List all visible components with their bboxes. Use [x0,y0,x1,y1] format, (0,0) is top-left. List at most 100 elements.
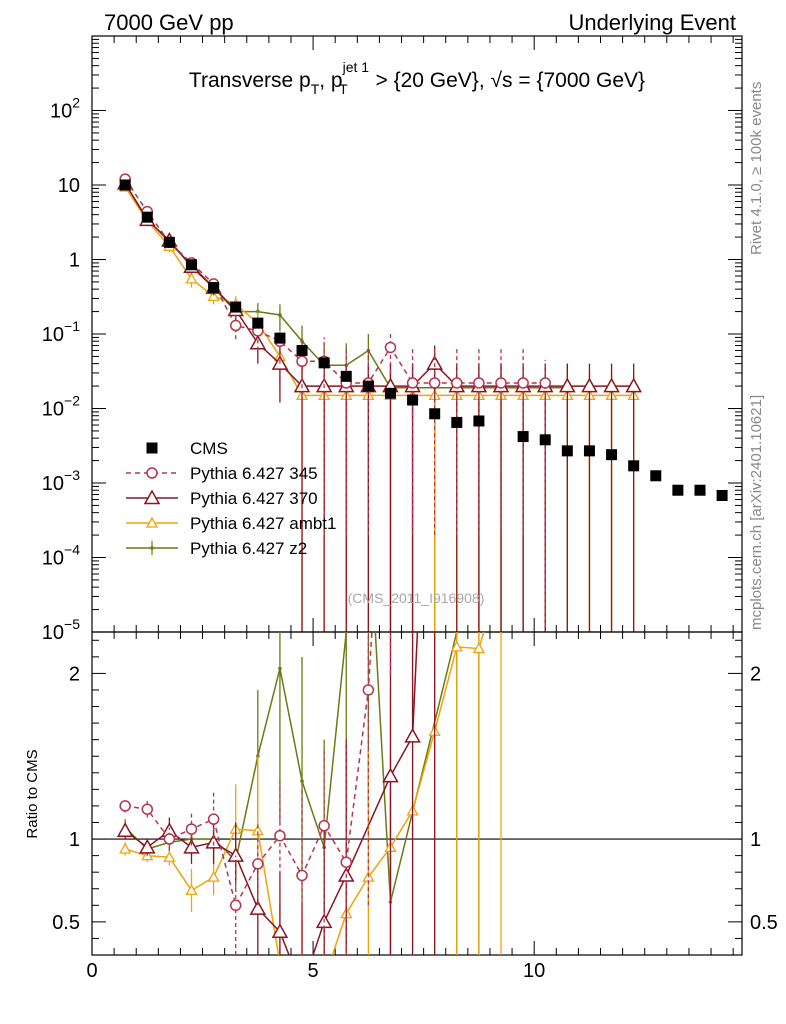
main-point-p345 [296,355,308,368]
x-tick-label: 5 [308,960,319,982]
main-point-p345 [539,377,551,389]
ratio-point-p370 [428,252,442,264]
y-tick-label: 10−1 [42,318,80,346]
main-point-cms [716,489,728,501]
main-point-cms [606,449,618,461]
legend-marker-z2 [150,546,154,550]
ratio-point-ambt1 [185,884,198,896]
main-line-ambt1 [124,186,634,397]
main-point-cms [141,211,153,223]
main-point-p345 [451,377,463,389]
main-point-cms [628,460,640,472]
y-tick-label: 10−4 [42,542,80,570]
main-point-p345 [384,341,397,354]
ratio-point-ambt1 [275,958,285,967]
legend-label-cms: CMS [190,439,228,458]
main-point-z2 [300,339,304,344]
main-point-cms [429,408,441,420]
main-point-z2 [278,313,282,317]
main-point-cms [230,301,242,313]
main-point-p345 [517,377,529,389]
ratio-point-p370 [404,727,421,743]
header-right: Underlying Event [568,10,736,35]
x-tick-label: 10 [523,960,545,982]
main-point-cms [318,357,330,369]
ratio-point-p370 [138,838,156,854]
y-tick-label: 10−2 [42,393,80,421]
ratio-point-p345 [362,684,375,696]
y-tick-label: 1 [69,250,80,272]
ratio-series [116,252,502,994]
main-point-cms [252,317,264,329]
ratio-point-ambt1 [297,975,307,984]
main-series [116,173,728,632]
main-point-cms [362,380,374,392]
main-point-cms [539,434,551,446]
main-point-cms [694,484,706,496]
main-point-p370 [426,355,443,370]
main-point-cms [296,345,308,357]
legend-label-z2: Pythia 6.427 z2 [190,539,307,558]
main-point-cms [672,484,684,496]
ratio-point-ambt1 [163,850,176,862]
main-point-cms [119,179,131,191]
ratio-point-p345 [296,869,308,882]
ratio-point-z2 [344,632,349,634]
main-point-cms [473,415,485,427]
ratio-y-tick-label: 1 [69,829,80,851]
header-left: 7000 GeV pp [104,10,234,35]
main-point-p345 [428,377,441,389]
ratio-point-p370 [382,767,399,783]
y-tick-label: 10−3 [42,467,80,495]
ratio-point-ambt1 [119,842,132,854]
legend-label-ambt1: Pythia 6.427 ambt1 [190,514,336,533]
legend-marker-p370 [143,489,161,505]
legend-marker-p345 [146,467,158,479]
main-point-cms [384,387,396,399]
ratio-point-p370 [116,822,134,838]
main-point-cms [407,394,419,406]
y-tick-label: 102 [50,95,80,123]
ratio-point-p345 [119,800,131,812]
ratio-point-z2 [278,666,282,671]
legend-marker-cms [146,442,158,454]
mcplots-note: mcplots.cern.ch [arXiv:2401.10621] [748,395,765,630]
x-tick-label: 0 [86,960,97,982]
y-tick-label: 10−5 [42,616,80,644]
ratio-point-p370 [183,838,200,854]
ratio-point-ambt1 [450,640,463,652]
watermark: (CMS_2011_I916908) [348,590,485,606]
main-point-p345 [473,377,485,389]
main-point-cms [208,282,220,294]
main-point-cms [583,445,595,457]
ratio-point-p370 [249,900,267,915]
ratio-point-p345 [185,823,198,835]
main-point-p345 [495,377,507,389]
legend: CMS Pythia 6.427 345 Pythia 6.427 370 Pythi… [126,439,336,558]
ratio-point-p345 [340,856,353,868]
ratio-point-p345 [163,833,176,845]
main-point-cms [451,416,463,428]
ratio-point-ambt1 [319,975,329,984]
ratio-point-ambt1 [207,870,220,882]
y-tick-label: 10 [58,175,80,197]
main-point-cms [561,445,573,457]
main-point-p345 [406,377,419,389]
main-axes: 10−5 10−4 10−3 10−2 10−1 1 10 102 [42,35,743,644]
main-point-p370 [603,377,620,393]
main-line-p370 [124,183,634,387]
main-point-cms [517,431,529,443]
main-point-p370 [559,377,576,393]
main-point-cms [163,236,175,248]
ratio-point-p345 [318,820,330,832]
ratio-point-p370 [295,981,309,994]
main-point-p370 [581,377,598,393]
main-point-cms [340,370,352,382]
main-point-cms [185,259,197,271]
main-point-p345 [229,319,242,332]
ratio-point-z2 [300,779,304,783]
ratio-point-ambt1 [472,642,486,654]
ratio-y-tick-label: 0.5 [52,912,80,934]
ratio-point-p370 [271,923,289,939]
